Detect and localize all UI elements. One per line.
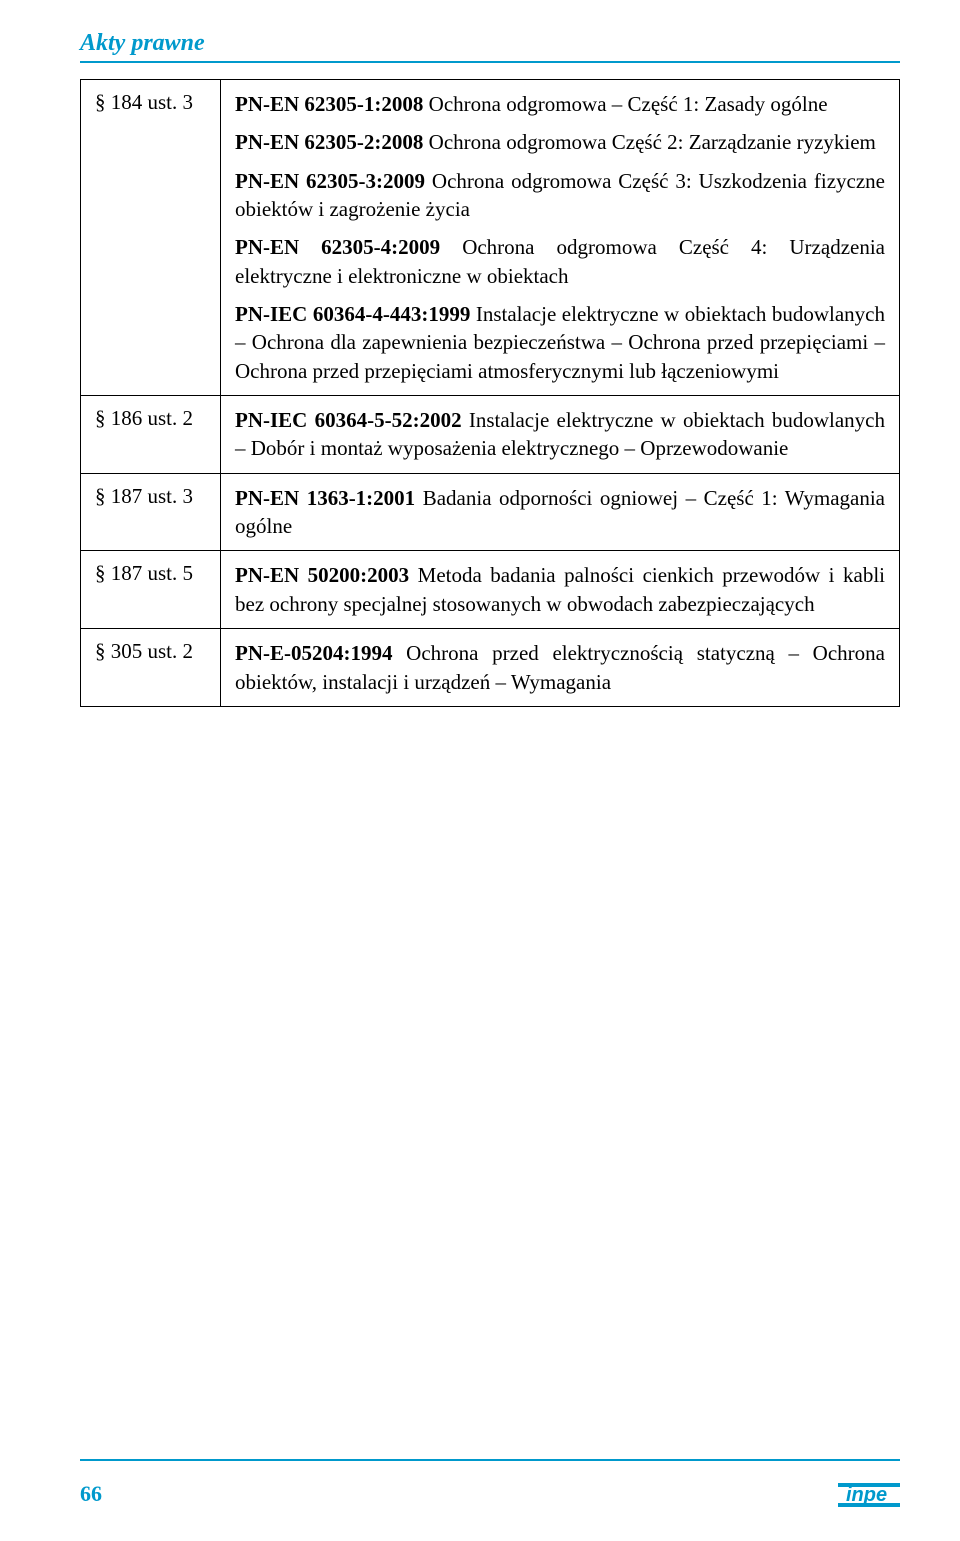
table-row: § 187 ust. 3PN-EN 1363-1:2001 Badania od… (81, 473, 900, 551)
standard-entry: PN-EN 62305-2:2008 Ochrona odgromowa Czę… (235, 128, 885, 156)
standard-entry: PN-E-05204:1994 Ochrona przed elektryczn… (235, 639, 885, 696)
table-row: § 186 ust. 2PN-IEC 60364-5-52:2002 Insta… (81, 396, 900, 474)
standard-entry: PN-EN 1363-1:2001 Badania odporności ogn… (235, 484, 885, 541)
standard-entry: PN-EN 62305-4:2009 Ochrona odgromowa Czę… (235, 233, 885, 290)
svg-text:inpe: inpe (846, 1484, 887, 1506)
standard-code: PN-IEC 60364-5-52:2002 (235, 408, 462, 432)
ref-cell: § 186 ust. 2 (81, 396, 221, 474)
header-rule (80, 61, 900, 63)
standard-code: PN-EN 62305-3:2009 (235, 169, 425, 193)
content-cell: PN-IEC 60364-5-52:2002 Instalacje elektr… (221, 396, 900, 474)
ref-cell: § 305 ust. 2 (81, 629, 221, 707)
standard-code: PN-E-05204:1994 (235, 641, 392, 665)
table-row: § 305 ust. 2PN-E-05204:1994 Ochrona prze… (81, 629, 900, 707)
standard-entry: PN-EN 62305-3:2009 Ochrona odgromowa Czę… (235, 167, 885, 224)
standard-code: PN-EN 62305-2:2008 (235, 130, 423, 154)
footer-rule (80, 1459, 900, 1461)
content-cell: PN-EN 1363-1:2001 Badania odporności ogn… (221, 473, 900, 551)
page-container: Akty prawne § 184 ust. 3 PN-EN 62305-1:20… (0, 0, 960, 737)
ref-cell: § 187 ust. 5 (81, 551, 221, 629)
table-row: § 184 ust. 3 PN-EN 62305-1:2008 Ochrona o… (81, 80, 900, 396)
standard-code: PN-EN 1363-1:2001 (235, 486, 415, 510)
content-cell: PN-EN 62305-1:2008 Ochrona odgromowa – C… (221, 80, 900, 396)
standard-title: Ochrona odgromowa Część 2: Zarządzanie r… (423, 130, 875, 154)
standard-entry: PN-IEC 60364-5-52:2002 Instalacje elektr… (235, 406, 885, 463)
standard-entry: PN-EN 50200:2003 Metoda badania palności… (235, 561, 885, 618)
content-cell: PN-E-05204:1994 Ochrona przed elektryczn… (221, 629, 900, 707)
standards-table: § 184 ust. 3 PN-EN 62305-1:2008 Ochrona o… (80, 79, 900, 707)
content-cell: PN-EN 50200:2003 Metoda badania palności… (221, 551, 900, 629)
standard-code: PN-EN 62305-4:2009 (235, 235, 440, 259)
standard-code: PN-EN 62305-1:2008 (235, 92, 423, 116)
ref-cell: § 184 ust. 3 (81, 80, 221, 396)
standard-code: PN-IEC 60364-4-443:1999 (235, 302, 470, 326)
standard-code: PN-EN 50200:2003 (235, 563, 409, 587)
page-number: 66 (80, 1481, 102, 1507)
publisher-logo: inpe (838, 1477, 900, 1513)
standard-title: Ochrona odgromowa – Część 1: Zasady ogól… (423, 92, 827, 116)
standard-entry: PN-IEC 60364-4-443:1999 Instalacje elekt… (235, 300, 885, 385)
ref-cell: § 187 ust. 3 (81, 473, 221, 551)
standard-entry: PN-EN 62305-1:2008 Ochrona odgromowa – C… (235, 90, 885, 118)
table-row: § 187 ust. 5PN-EN 50200:2003 Metoda bada… (81, 551, 900, 629)
section-heading: Akty prawne (80, 30, 900, 57)
